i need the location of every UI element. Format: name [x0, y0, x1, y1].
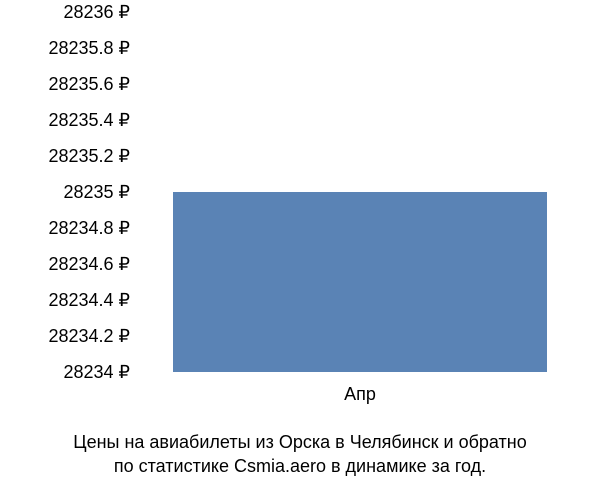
y-tick: 28234.8 ₽ [0, 219, 130, 237]
chart-caption: Цены на авиабилеты из Орска в Челябинск … [0, 430, 600, 478]
y-tick: 28235.8 ₽ [0, 39, 130, 57]
y-tick: 28235.2 ₽ [0, 147, 130, 165]
y-tick: 28235.6 ₽ [0, 75, 130, 93]
x-axis: Апр [140, 380, 580, 410]
y-tick: 28236 ₽ [0, 3, 130, 21]
x-tick: Апр [344, 384, 376, 405]
y-axis: 28236 ₽ 28235.8 ₽ 28235.6 ₽ 28235.4 ₽ 28… [0, 12, 130, 372]
y-tick: 28235.4 ₽ [0, 111, 130, 129]
bar-apr [173, 192, 547, 372]
caption-line1: Цены на авиабилеты из Орска в Челябинск … [73, 432, 526, 452]
y-tick: 28234.2 ₽ [0, 327, 130, 345]
y-tick: 28234.4 ₽ [0, 291, 130, 309]
plot-area [140, 12, 580, 372]
y-tick: 28235 ₽ [0, 183, 130, 201]
bar-chart: 28236 ₽ 28235.8 ₽ 28235.6 ₽ 28235.4 ₽ 28… [0, 0, 600, 420]
y-tick: 28234.6 ₽ [0, 255, 130, 273]
y-tick: 28234 ₽ [0, 363, 130, 381]
caption-line2: по статистике Csmia.aero в динамике за г… [114, 456, 486, 476]
